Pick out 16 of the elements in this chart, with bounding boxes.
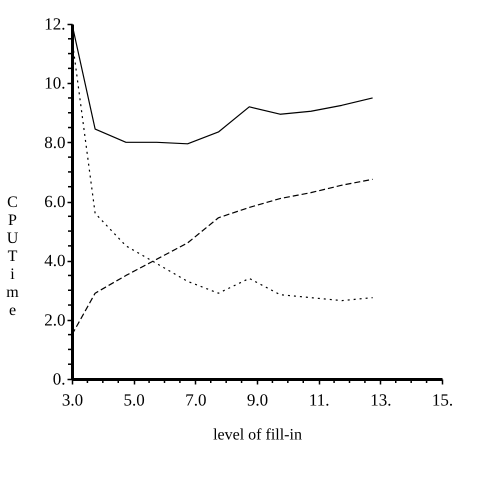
x-axis-title: level of fill-in: [213, 426, 302, 444]
y-tick-label: 6.0: [44, 192, 66, 211]
y-tick-label: 4.0: [44, 251, 66, 270]
y-axis-title: CPU Time: [6, 194, 20, 319]
x-tick-label: 15.: [432, 390, 454, 410]
y-tick-label: 8.0: [44, 132, 66, 152]
y-tick-label: 2.0: [44, 310, 66, 330]
x-tick-label: 3.0: [62, 390, 84, 410]
y-tick-label: 0.: [52, 370, 66, 388]
y-tick-label: 12.: [44, 14, 66, 34]
x-tick-label: 11.: [308, 390, 330, 410]
x-tick-label: 5.0: [124, 390, 145, 410]
x-tick-label: 9.0: [246, 390, 268, 410]
x-tick-label: 7.0: [185, 390, 206, 410]
y-tick-label: 10.: [44, 74, 66, 93]
x-tick-label: 13.: [370, 390, 392, 410]
